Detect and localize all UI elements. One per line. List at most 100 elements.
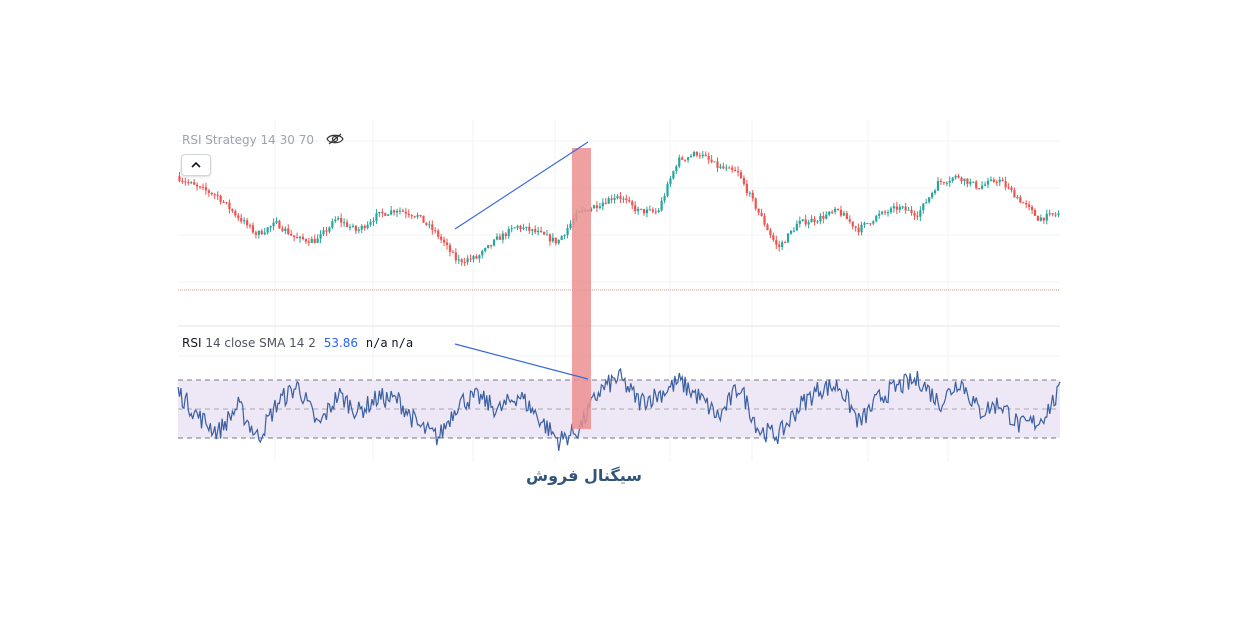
candle-body <box>284 228 287 231</box>
candle-body <box>343 222 346 224</box>
candle-body <box>348 226 352 228</box>
candle-body <box>260 230 263 235</box>
rsi-legend-na-2: n/a <box>391 336 414 350</box>
candle-body <box>334 219 337 222</box>
candle-body <box>931 192 934 198</box>
candle-body <box>475 256 478 259</box>
candle-body <box>613 198 616 200</box>
candle-body <box>784 242 787 244</box>
candle-body <box>933 190 937 193</box>
candle-body <box>310 238 313 243</box>
rsi-legend-params: 14 close SMA 14 2 <box>205 336 316 350</box>
candle-body <box>1016 197 1019 199</box>
candle-body <box>507 229 510 237</box>
candle-body <box>651 209 654 212</box>
candle-body <box>201 186 205 188</box>
candle-body <box>516 225 519 228</box>
candle-body <box>254 232 258 235</box>
candle-body <box>384 213 387 216</box>
candle-body <box>407 213 410 216</box>
candle-body <box>980 185 984 189</box>
candle-body <box>916 215 919 217</box>
candle-body <box>337 218 340 220</box>
sell-signal-highlight <box>572 148 591 429</box>
candle-body <box>675 166 678 172</box>
candle-body <box>954 175 957 178</box>
candle-body <box>1030 206 1034 211</box>
candle-body <box>222 201 225 203</box>
candle-body <box>739 172 743 179</box>
candle-body <box>745 183 748 194</box>
candle-body <box>198 186 202 188</box>
candle-body <box>398 210 402 212</box>
candle-body <box>307 241 310 243</box>
candle-body <box>642 209 646 214</box>
candle-body <box>983 184 987 186</box>
candle-body <box>257 230 260 235</box>
candle-body <box>551 237 554 242</box>
candle-body <box>1051 213 1054 215</box>
candle-body <box>963 178 966 182</box>
candle-body <box>331 221 334 228</box>
price-divergence-line <box>454 141 589 230</box>
candle-body <box>392 210 396 213</box>
candle-body <box>416 215 419 217</box>
candle-body <box>298 236 302 239</box>
candle-body <box>625 198 628 200</box>
candle-body <box>234 211 237 216</box>
candle-body <box>248 225 252 227</box>
candle-body <box>789 231 793 234</box>
candle-body <box>1048 213 1051 215</box>
candle-body <box>666 184 669 196</box>
candle-body <box>266 227 269 233</box>
candle-body <box>272 222 275 227</box>
candle-body <box>293 235 296 238</box>
strategy-legend-label[interactable]: RSI Strategy 14 30 70 <box>182 133 314 147</box>
candle-body <box>295 237 299 239</box>
candle-body <box>404 211 407 214</box>
candle-body <box>1054 214 1057 216</box>
candle-body <box>319 234 322 239</box>
candle-body <box>978 188 981 190</box>
candle-body <box>304 239 307 242</box>
candle-body <box>710 159 713 163</box>
candle-body <box>531 229 534 231</box>
rsi-series <box>177 367 1061 451</box>
candle-body <box>510 228 513 230</box>
candle-body <box>898 206 901 210</box>
candle-body <box>672 171 675 179</box>
candle-body <box>728 167 731 169</box>
candle-body <box>225 202 228 204</box>
candle-body <box>1045 213 1048 221</box>
candle-body <box>631 201 634 206</box>
candle-body <box>684 159 687 161</box>
candle-body <box>204 187 208 191</box>
candle-body <box>913 213 916 216</box>
collapse-button[interactable] <box>181 154 211 176</box>
candle-body <box>704 154 707 157</box>
candle-body <box>425 222 428 225</box>
candle-body <box>836 208 840 210</box>
candle-body <box>357 229 360 231</box>
candle-body <box>440 236 443 240</box>
candle-body <box>522 227 525 230</box>
candle-body <box>881 211 884 214</box>
candle-body <box>387 214 390 216</box>
candle-body <box>437 230 440 237</box>
candle-body <box>801 219 804 221</box>
candle-body <box>939 181 943 183</box>
candle-body <box>325 230 328 232</box>
candle-body <box>301 236 305 240</box>
eye-hidden-icon[interactable] <box>326 133 344 148</box>
candle-body <box>707 156 710 160</box>
rsi-pane-legend[interactable]: RSI 14 close SMA 14 2 53.86 n/a n/a <box>182 336 413 350</box>
candle-body <box>1004 181 1007 188</box>
candle-body <box>490 244 493 246</box>
candle-body <box>269 226 272 228</box>
candle-body <box>360 225 363 230</box>
candle-body <box>495 236 499 240</box>
candle-body <box>554 237 557 244</box>
candle-body <box>193 182 196 185</box>
